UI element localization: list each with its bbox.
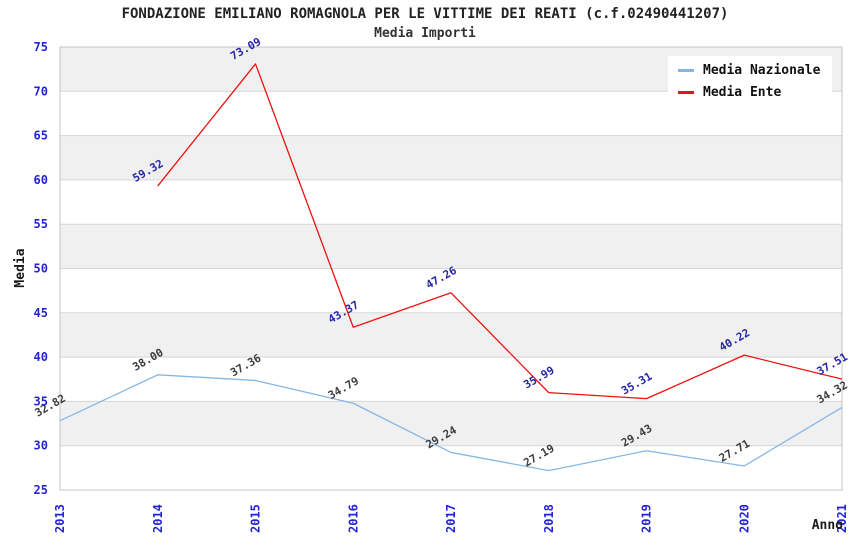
x-tick-label: 2014: [151, 504, 165, 533]
x-tick-label: 2018: [542, 504, 556, 533]
y-axis-title: Media: [13, 248, 28, 287]
y-tick-label: 50: [34, 262, 48, 276]
y-tick-label: 40: [34, 350, 48, 364]
x-tick-label: 2019: [640, 504, 654, 533]
y-tick-label: 30: [34, 439, 48, 453]
x-tick-label: 2020: [737, 504, 751, 533]
y-tick-label: 65: [34, 129, 48, 143]
x-tick-label: 2013: [53, 504, 67, 533]
y-tick-label: 75: [34, 40, 48, 54]
series-line-media-ente: [157, 63, 843, 400]
chart-title: FONDAZIONE EMILIANO ROMAGNOLA PER LE VIT…: [121, 6, 729, 22]
x-tick-label: 2017: [444, 504, 458, 533]
x-tick-label: 2016: [346, 504, 360, 533]
legend-item-media-ente: Media Ente: [678, 85, 820, 100]
y-tick-label: 25: [34, 483, 48, 497]
legend: Media Nazionale Media Ente: [668, 56, 833, 107]
plot-band: [60, 268, 842, 313]
plot-band: [60, 179, 842, 225]
y-tick-label: 35: [34, 394, 48, 408]
plot-band: [60, 401, 842, 446]
legend-label: Media Ente: [703, 85, 782, 100]
legend-swatch: [678, 91, 694, 94]
legend-item-media-nazionale: Media Nazionale: [678, 63, 820, 78]
plot-band: [60, 135, 842, 180]
plot-band: [60, 224, 842, 269]
legend-label: Media Nazionale: [703, 63, 821, 78]
plot-band: [60, 357, 842, 402]
y-tick-label: 55: [34, 217, 48, 231]
legend-swatch: [678, 69, 694, 72]
plot-border: [59, 46, 843, 491]
plot-band: [60, 312, 842, 358]
x-axis-title: Anno: [812, 518, 843, 533]
chart-subtitle: Media Importi: [374, 26, 476, 41]
y-tick-label: 60: [34, 173, 48, 187]
x-tick-label: 2021: [835, 504, 849, 533]
y-tick-label: 45: [34, 306, 48, 320]
x-tick-label: 2015: [249, 504, 263, 533]
series-line-media-nazionale: [59, 374, 843, 472]
y-tick-label: 70: [34, 84, 48, 98]
